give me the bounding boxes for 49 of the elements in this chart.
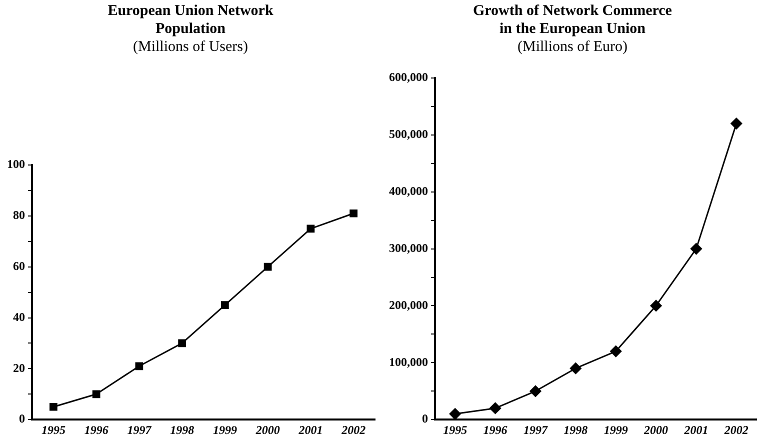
y-tick-label: 60 bbox=[13, 258, 25, 273]
chart-subtitle: (Millions of Euro) bbox=[518, 39, 628, 55]
x-tick-label: 2002 bbox=[723, 422, 748, 437]
point bbox=[306, 224, 315, 233]
y-tick-label: 600,000 bbox=[389, 70, 428, 84]
y-tick-label: 0 bbox=[422, 412, 428, 426]
point bbox=[264, 262, 272, 271]
y-tick-label: 500,000 bbox=[389, 127, 428, 142]
x-tick-label: 1997 bbox=[523, 422, 548, 437]
chart-title: European Union Network Population bbox=[106, 2, 274, 38]
y-tick-label: 200,000 bbox=[389, 298, 428, 312]
y-tick-label: 400,000 bbox=[389, 184, 428, 198]
x-tick-label: 1999 bbox=[212, 422, 237, 437]
x-tick-label: 1998 bbox=[564, 422, 588, 437]
chart-title: Growth of Network Commerce in the European Union bbox=[472, 2, 672, 38]
point bbox=[530, 385, 542, 397]
point bbox=[730, 118, 742, 130]
x-tick-label: 1996 bbox=[483, 422, 508, 437]
y-tick-label: 40 bbox=[13, 310, 25, 324]
x-tick-label: 2002 bbox=[340, 422, 366, 437]
x-tick-label: 1997 bbox=[127, 422, 152, 437]
y-tick-label: 100 bbox=[7, 157, 25, 172]
x-tick-label: 1995 bbox=[41, 422, 66, 437]
y-tick-label: 0 bbox=[19, 412, 25, 426]
x-tick-label: 2001 bbox=[683, 422, 708, 437]
point bbox=[221, 301, 229, 309]
x-tick-label: 1998 bbox=[170, 422, 194, 437]
point bbox=[610, 346, 622, 358]
text: 100,000 bbox=[389, 354, 428, 369]
x-tick-label: 2000 bbox=[643, 422, 668, 437]
point bbox=[178, 339, 186, 348]
point bbox=[449, 408, 461, 420]
x-tick-label: 1995 bbox=[443, 422, 468, 437]
point bbox=[135, 362, 144, 370]
x-tick-label: 1999 bbox=[604, 422, 628, 437]
y-tick-label: 20 bbox=[13, 360, 25, 375]
x-tick-label: 1996 bbox=[84, 422, 108, 437]
point bbox=[50, 402, 58, 411]
x-tick-label: 2000 bbox=[254, 422, 280, 437]
y-tick-label: 300,000 bbox=[389, 240, 428, 255]
point bbox=[650, 300, 662, 312]
point bbox=[350, 209, 358, 218]
point bbox=[570, 362, 582, 374]
point bbox=[92, 390, 100, 398]
point bbox=[690, 243, 702, 255]
chart-subtitle: (Millions of Users) bbox=[133, 39, 248, 55]
point bbox=[490, 402, 502, 414]
y-tick-label: 80 bbox=[13, 208, 25, 222]
x-tick-label: 2001 bbox=[298, 422, 323, 437]
